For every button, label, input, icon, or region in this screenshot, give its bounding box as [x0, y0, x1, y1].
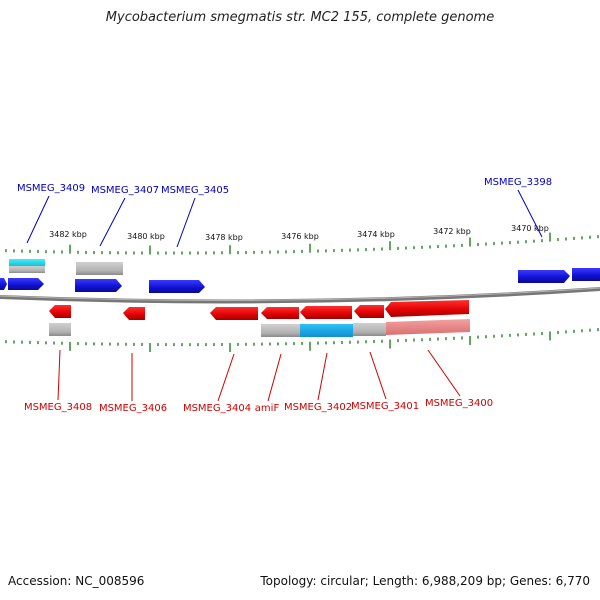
- scale-label: 3480 kbp: [127, 232, 165, 241]
- gene-arrow-forward: [149, 280, 205, 293]
- scale-label: 3474 kbp: [357, 230, 395, 239]
- leader-line: [427, 349, 461, 397]
- scale-label: 3470 kbp: [511, 224, 549, 233]
- gene-arrow-reverse: [300, 306, 352, 319]
- gene-arrow-forward: [572, 268, 600, 281]
- scale-label: 3478 kbp: [205, 233, 243, 242]
- genome-backbone: [0, 287, 600, 304]
- gene-label-reverse: MSMEG_3406: [99, 403, 167, 414]
- forward-features: [9, 259, 123, 275]
- leader-line: [26, 195, 50, 244]
- gene-label-reverse: MSMEG_3404: [183, 403, 251, 414]
- leader-line: [369, 351, 387, 400]
- reverse-genes: [49, 300, 469, 320]
- scale-label: 3472 kbp: [433, 227, 471, 236]
- feature-box-gray: [49, 323, 71, 336]
- leader-line: [217, 353, 235, 402]
- scale-label: 3482 kbp: [49, 230, 87, 239]
- gene-label-reverse: MSMEG_3408: [24, 402, 92, 413]
- scale-ticks-bottom: [5, 328, 599, 352]
- leader-line: [176, 197, 196, 248]
- gene-label-reverse: MSMEG_3401: [351, 401, 419, 412]
- gene-arrow-reverse: [49, 305, 71, 318]
- feature-box-gray: [9, 266, 45, 273]
- gene-label-forward: MSMEG_3407: [91, 185, 159, 196]
- feature-box-gray: [76, 262, 123, 275]
- gene-arrow-reverse: [123, 307, 145, 320]
- label-leader-lines: [26, 189, 543, 402]
- accession-text: Accession: NC_008596: [8, 574, 145, 588]
- feature-box-cyan: [9, 259, 45, 266]
- leader-line: [267, 353, 282, 402]
- feature-box-gray: [261, 324, 300, 337]
- gene-label-reverse: MSMEG_3400: [425, 398, 493, 409]
- leader-line: [317, 352, 328, 401]
- feature-box-gray: [353, 323, 386, 336]
- genome-summary-text: Topology: circular; Length: 6,988,209 bp…: [260, 574, 590, 588]
- leader-line: [99, 197, 126, 247]
- scale-labels: 3482 kbp 3480 kbp 3478 kbp 3476 kbp 3474 kbp…: [49, 224, 549, 242]
- gene-labels: MSMEG_3409 MSMEG_3407 MSMEG_3405 MSMEG_3398…: [17, 177, 552, 414]
- gene-arrow-reverse: [354, 305, 384, 318]
- gene-arrow-forward: [8, 278, 44, 290]
- genome-backbone-highlight: [0, 287, 600, 301]
- gene-label-reverse: MSMEG_3402: [284, 402, 352, 413]
- gene-arrow-forward: [75, 279, 122, 292]
- gene-arrow-forward: [518, 270, 570, 283]
- gene-label-forward: MSMEG_3398: [484, 177, 552, 188]
- scale-ticks-top: [5, 232, 599, 255]
- reverse-features: [49, 319, 470, 337]
- gene-label-forward: MSMEG_3405: [161, 185, 229, 196]
- leader-line: [517, 189, 543, 238]
- gene-arrow-reverse: [385, 300, 469, 317]
- leader-line: [57, 349, 61, 401]
- gene-arrow-forward: [0, 278, 7, 290]
- forward-genes: [0, 268, 600, 293]
- map-title: Mycobacterium smegmatis str. MC2 155, co…: [105, 10, 495, 25]
- gene-label-reverse: amiF: [255, 403, 280, 414]
- scale-label: 3476 kbp: [281, 232, 319, 241]
- gene-arrow-reverse: [261, 307, 299, 319]
- gene-label-forward: MSMEG_3409: [17, 183, 85, 194]
- feature-box-blue: [300, 324, 353, 337]
- gene-arrow-reverse: [210, 307, 258, 320]
- feature-box-pink: [386, 319, 470, 335]
